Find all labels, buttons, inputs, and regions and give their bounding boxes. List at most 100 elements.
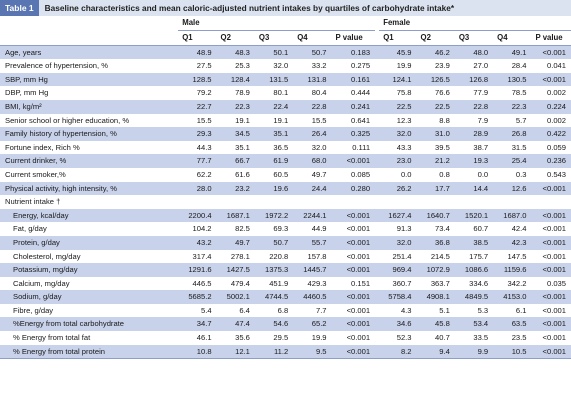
value-cell: 38.5	[454, 235, 494, 250]
value-cell: 19.9	[379, 59, 417, 73]
value-cell: 29.5	[254, 331, 294, 345]
row-label: Energy, kcal/day	[0, 208, 179, 223]
value-cell: 24.4	[293, 181, 332, 196]
p-value-cell: <0.001	[531, 344, 571, 360]
table-caption: Table 1 Baseline characteristics and mea…	[0, 0, 571, 16]
value-cell: 65.2	[293, 317, 332, 332]
table-row: Family history of hypertension, % 29.3 34.…	[0, 127, 571, 141]
group-gap	[375, 222, 380, 236]
table-row: %Energy from total carbohydrate 34.7 47.4 5…	[0, 317, 571, 332]
value-cell: 50.7	[254, 235, 294, 250]
value-cell: 78.5	[493, 86, 532, 100]
p-value-cell: 0.543	[531, 167, 571, 182]
row-label: % Energy from total fat	[0, 331, 179, 345]
value-cell: 26.2	[379, 181, 417, 196]
value-cell: 1291.6	[178, 263, 217, 277]
p-value-cell: <0.001	[331, 208, 376, 223]
value-cell: 22.8	[293, 99, 332, 114]
value-cell: 5685.2	[178, 290, 217, 304]
value-cell: 48.3	[216, 45, 255, 60]
value-cell: 0.3	[493, 167, 532, 182]
value-cell: 446.5	[178, 276, 217, 291]
row-label: BMI, kg/m²	[0, 99, 179, 114]
value-cell: 251.4	[379, 249, 417, 264]
value-cell: 91.3	[379, 222, 417, 236]
group-gap	[375, 276, 380, 291]
value-cell: 21.2	[416, 154, 455, 168]
value-cell: 55.7	[293, 235, 332, 250]
p-value-cell: 0.161	[331, 72, 376, 87]
value-cell: 7.9	[454, 113, 494, 128]
row-label: Senior school or higher education, %	[0, 113, 179, 128]
value-cell: 1159.6	[493, 263, 532, 277]
table-row: DBP, mm Hg 79.2 78.9 80.1 80.4 0.444 75.8 76.6 7…	[0, 86, 571, 100]
value-cell: 124.1	[379, 72, 417, 87]
group-gap	[375, 195, 380, 209]
value-cell: 33.5	[454, 331, 494, 345]
p-value-cell: 0.280	[331, 181, 376, 196]
value-cell: 49.7	[216, 235, 255, 250]
column-header: Q2	[216, 30, 255, 46]
value-cell: 22.7	[178, 99, 217, 114]
value-cell: 42.3	[493, 235, 532, 250]
table-row: Fortune index, Rich % 44.3 35.1 36.5 32.0 0.1…	[0, 140, 571, 155]
row-label: %Energy from total carbohydrate	[0, 317, 179, 332]
table-row: Senior school or higher education, % 15.5…	[0, 113, 571, 128]
table-row: Age, years 48.9 48.3 50.1 50.7 0.183 45.9 46.2 4…	[0, 45, 571, 60]
value-cell: 479.4	[216, 276, 255, 291]
group-gap	[375, 303, 380, 318]
value-cell: 278.1	[216, 249, 255, 264]
group-gap	[375, 344, 380, 360]
value-cell: 80.1	[254, 86, 294, 100]
p-value-cell: 0.151	[331, 276, 376, 291]
table-body: Age, years 48.9 48.3 50.1 50.7 0.183 45.9 46.2 4…	[0, 45, 571, 360]
value-cell	[293, 195, 332, 209]
value-cell: 214.5	[416, 249, 455, 264]
value-cell: 31.5	[493, 140, 532, 155]
value-cell: 61.9	[254, 154, 294, 168]
value-cell: 22.3	[216, 99, 255, 114]
value-cell: 360.7	[379, 276, 417, 291]
value-cell: 5.3	[454, 303, 494, 318]
p-value-cell: <0.001	[331, 344, 376, 360]
column-header: Q4	[493, 30, 532, 46]
group-gap	[375, 72, 380, 87]
value-cell: 23.5	[493, 331, 532, 345]
table-row: Energy, kcal/day 2200.4 1687.1 1972.2 2244.1…	[0, 208, 571, 223]
value-cell: 1072.9	[416, 263, 455, 277]
group-gap	[375, 86, 380, 100]
value-cell: 4908.1	[416, 290, 455, 304]
p-value-cell: 0.041	[531, 59, 571, 73]
value-cell: 1640.7	[416, 208, 455, 223]
row-label: Cholesterol, mg/day	[0, 249, 179, 264]
value-cell: 50.1	[254, 45, 294, 60]
group-gap	[375, 290, 380, 304]
value-cell: 48.0	[454, 45, 494, 60]
row-label: Calcium, mg/day	[0, 276, 179, 291]
value-cell: 15.5	[178, 113, 217, 128]
value-cell: 4460.5	[293, 290, 332, 304]
value-cell: 220.8	[254, 249, 294, 264]
column-header: P value	[331, 30, 376, 46]
value-cell: 8.8	[416, 113, 455, 128]
value-cell: 126.8	[454, 72, 494, 87]
value-cell: 29.3	[178, 127, 217, 141]
column-header-row: Q1 Q2 Q3 Q4 P value Q1 Q2 Q3 Q4 P value	[0, 30, 571, 46]
value-cell: 969.4	[379, 263, 417, 277]
value-cell: 4.3	[379, 303, 417, 318]
value-cell: 35.1	[254, 127, 294, 141]
p-value-cell: 0.035	[531, 276, 571, 291]
female-group-header: Female	[379, 16, 571, 31]
value-cell: 43.3	[379, 140, 417, 155]
p-value-cell: <0.001	[531, 290, 571, 304]
data-table: Male Female Q1 Q2 Q3 Q4 P value Q1 Q2 Q3…	[0, 16, 571, 360]
column-header: Q3	[454, 30, 494, 46]
value-cell: 8.2	[379, 344, 417, 360]
group-header-row: Male Female	[0, 16, 571, 31]
value-cell: 31.0	[416, 127, 455, 141]
value-cell: 34.5	[216, 127, 255, 141]
value-cell: 54.6	[254, 317, 294, 332]
table-row: Current drinker, % 77.7 66.7 61.9 68.0 <0.001…	[0, 154, 571, 168]
p-value-cell: 0.059	[531, 140, 571, 155]
